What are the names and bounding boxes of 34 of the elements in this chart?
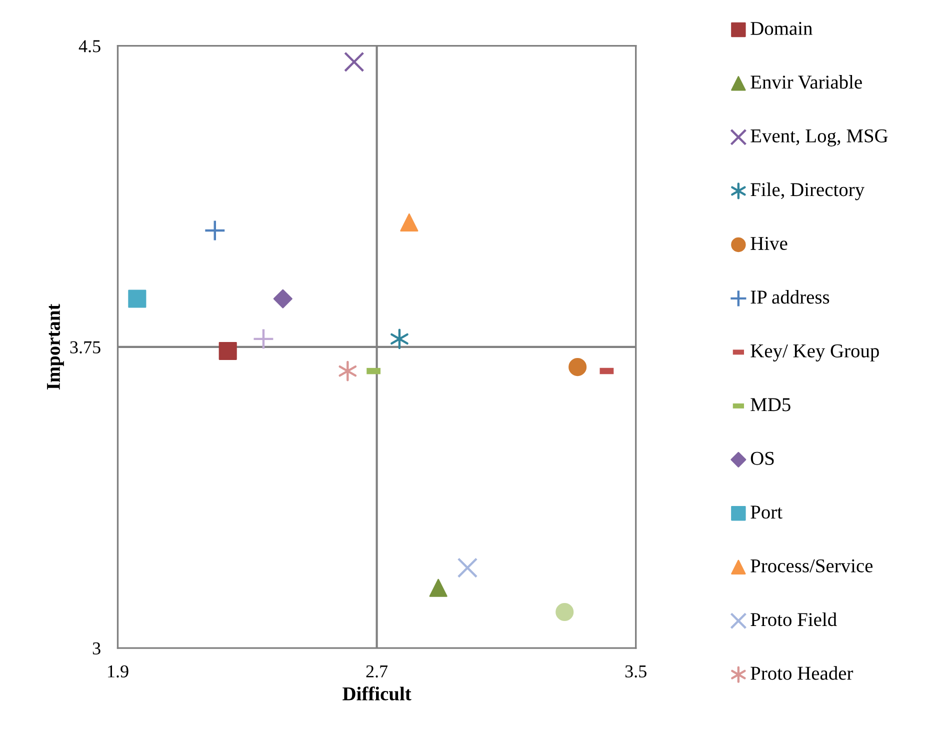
y-tick-label: 4.5 [78,40,100,52]
legend-label: Hive [750,236,788,250]
point [390,328,408,350]
point [273,289,292,308]
legend-label: Domain [750,22,812,35]
point [344,52,364,72]
y-tick-label: 3.75 [70,341,100,354]
x-tick-label: 2.7 [366,665,388,678]
y-axis-title: Important [47,304,64,390]
legend-label: Event, Log, MSG [750,129,888,146]
point [556,602,574,621]
x-tick-label: 1.9 [108,665,128,678]
y-tick-label: 3 [92,642,100,655]
point [252,328,274,350]
legend-label: Port [750,506,782,519]
legend-label: Envir Variable [750,75,862,89]
legend-label: OS [750,452,774,465]
point [218,342,237,360]
point [338,360,357,382]
point [568,358,587,376]
legend-label: File, Directory [750,182,864,200]
point [400,213,418,232]
legend-label: Key/ Key Group [750,344,879,362]
point [128,290,146,308]
legend-label: Proto Header [750,666,854,680]
point [457,558,478,578]
point [429,578,448,597]
legend-label: Proto Field [750,612,837,626]
legend-label: Process/Service [750,559,873,572]
x-tick-label: 3.5 [625,665,646,678]
point [204,220,226,242]
legend-label: MD5 [750,398,790,412]
legend-label: IP address [750,290,830,304]
x-axis-title: Difficult [342,686,412,700]
